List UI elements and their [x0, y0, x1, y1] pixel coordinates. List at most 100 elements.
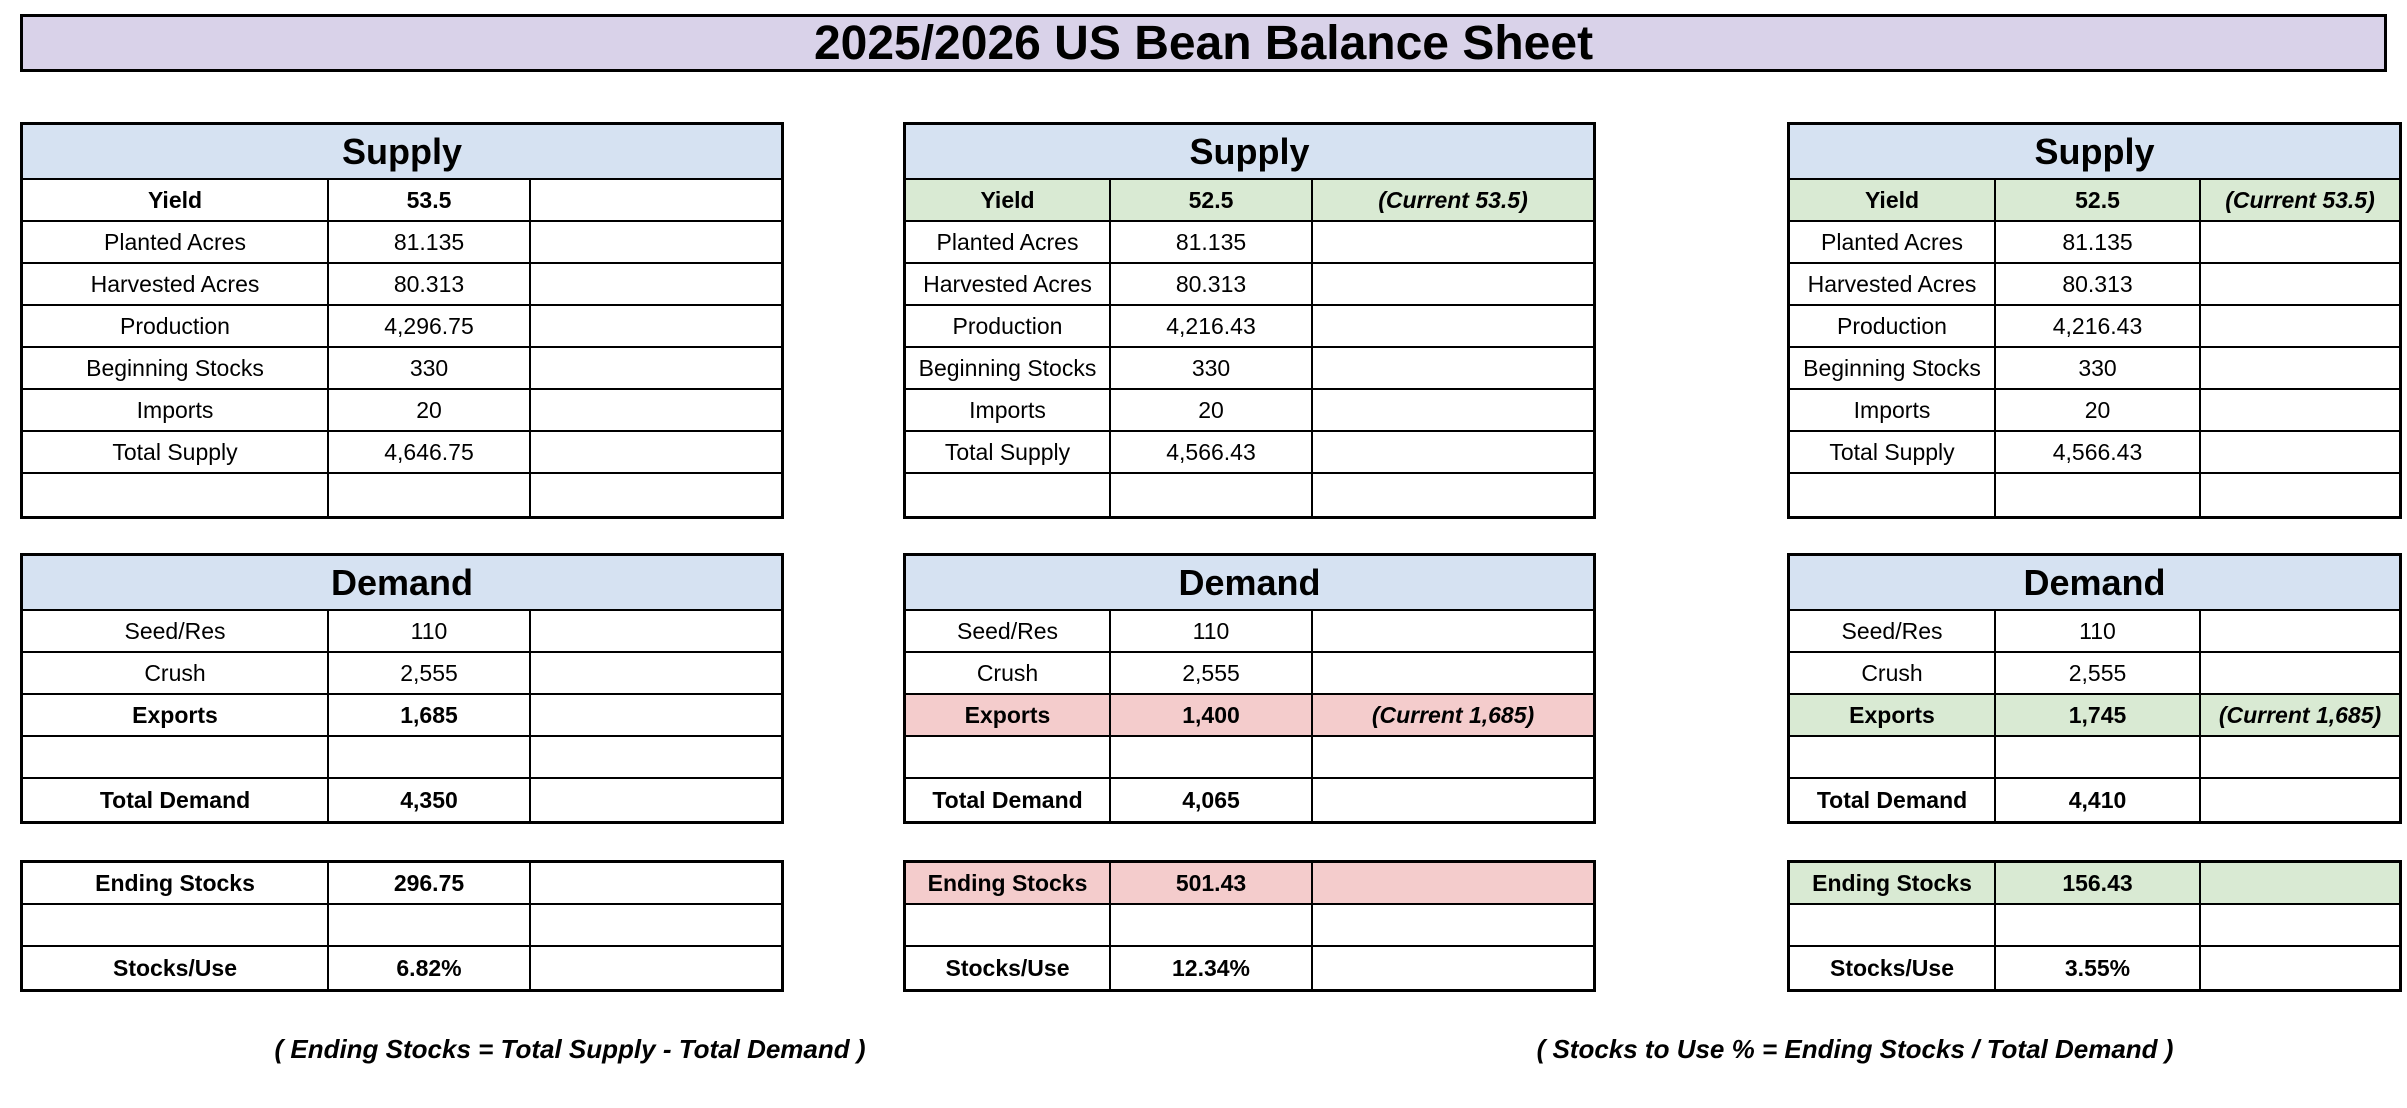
row-note — [1313, 306, 1593, 348]
row-label — [906, 474, 1111, 516]
row-value — [329, 474, 531, 516]
row-value: 110 — [1996, 611, 2201, 653]
row-note — [531, 695, 781, 737]
row-value: 20 — [1996, 390, 2201, 432]
row-note — [1313, 863, 1593, 905]
supply-row-production: Production 4,296.75 — [23, 306, 781, 348]
supply-row-beginning-stocks: Beginning Stocks 330 — [906, 348, 1593, 390]
supply-row-total-supply: Total Supply 4,646.75 — [23, 432, 781, 474]
supply-table-scenario-3: Supply Yield 52.5 (Current 53.5) Planted Acr… — [1787, 122, 2402, 519]
row-value: 1,745 — [1996, 695, 2201, 737]
row-label: Harvested Acres — [23, 264, 329, 306]
demand-row-seed-res: Seed/Res 110 — [1790, 611, 2399, 653]
row-label: Production — [906, 306, 1111, 348]
supply-row-harvested-acres: Harvested Acres 80.313 — [906, 264, 1593, 306]
row-label: Total Demand — [906, 779, 1111, 821]
row-note — [2201, 863, 2399, 905]
row-note — [531, 180, 781, 222]
row-value: 330 — [1996, 348, 2201, 390]
row-label: Total Supply — [23, 432, 329, 474]
supply-row-total-supply: Total Supply 4,566.43 — [1790, 432, 2399, 474]
row-value: 20 — [1111, 390, 1313, 432]
row-value: 110 — [1111, 611, 1313, 653]
supply-row-yield: Yield 52.5 (Current 53.5) — [1790, 180, 2399, 222]
supply-row-planted-acres: Planted Acres 81.135 — [906, 222, 1593, 264]
row-value: 80.313 — [1996, 264, 2201, 306]
row-note — [1313, 222, 1593, 264]
supply-row-empty — [906, 474, 1593, 516]
ending-stocks-table-scenario-2: Ending Stocks 501.43 Stocks/Use 12.34% — [903, 860, 1596, 992]
row-label: Crush — [906, 653, 1111, 695]
row-note — [2201, 390, 2399, 432]
row-value: 81.135 — [1111, 222, 1313, 264]
row-label: Harvested Acres — [1790, 264, 1996, 306]
row-note — [531, 653, 781, 695]
row-note — [531, 432, 781, 474]
row-value: 81.135 — [329, 222, 531, 264]
row-value: 4,410 — [1996, 779, 2201, 821]
row-note — [1313, 779, 1593, 821]
row-label: Beginning Stocks — [906, 348, 1111, 390]
row-value — [329, 905, 531, 947]
demand-row-total-demand: Total Demand 4,410 — [1790, 779, 2399, 821]
row-note: (Current 1,685) — [2201, 695, 2399, 737]
row-label — [906, 905, 1111, 947]
row-value — [1111, 737, 1313, 779]
row-note — [2201, 947, 2399, 989]
row-value: 4,350 — [329, 779, 531, 821]
row-note — [531, 737, 781, 779]
row-note — [2201, 611, 2399, 653]
supply-row-yield: Yield 52.5 (Current 53.5) — [906, 180, 1593, 222]
row-note: (Current 53.5) — [2201, 180, 2399, 222]
row-label: Total Supply — [1790, 432, 1996, 474]
demand-row-exports: Exports 1,400 (Current 1,685) — [906, 695, 1593, 737]
row-value — [1111, 474, 1313, 516]
row-value — [1996, 474, 2201, 516]
supply-row-imports: Imports 20 — [906, 390, 1593, 432]
demand-table-current: Demand Seed/Res 110 Crush 2,555 Exports 1,685 T… — [20, 553, 784, 824]
row-label: Stocks/Use — [23, 947, 329, 989]
row-note — [1313, 264, 1593, 306]
row-value: 80.313 — [1111, 264, 1313, 306]
row-value: 4,216.43 — [1996, 306, 2201, 348]
row-label — [23, 474, 329, 516]
row-note: (Current 1,685) — [1313, 695, 1593, 737]
row-label — [906, 737, 1111, 779]
row-note — [1313, 432, 1593, 474]
stocks-row-ending-stocks: Ending Stocks 156.43 — [1790, 863, 2399, 905]
row-label: Planted Acres — [23, 222, 329, 264]
row-label: Imports — [1790, 390, 1996, 432]
demand-table-scenario-2: Demand Seed/Res 110 Crush 2,555 Exports 1,400(… — [903, 553, 1596, 824]
row-value: 6.82% — [329, 947, 531, 989]
row-label: Crush — [1790, 653, 1996, 695]
row-label: Total Demand — [1790, 779, 1996, 821]
row-value: 12.34% — [1111, 947, 1313, 989]
stocks-row-stocks-use: Stocks/Use 6.82% — [23, 947, 781, 989]
demand-row-empty — [1790, 737, 2399, 779]
supply-row-planted-acres: Planted Acres 81.135 — [1790, 222, 2399, 264]
row-value: 4,065 — [1111, 779, 1313, 821]
supply-section-header: Supply — [906, 125, 1593, 180]
row-note — [1313, 737, 1593, 779]
supply-row-production: Production 4,216.43 — [906, 306, 1593, 348]
stocks-row-stocks-use: Stocks/Use 3.55% — [1790, 947, 2399, 989]
row-label: Harvested Acres — [906, 264, 1111, 306]
supply-row-harvested-acres: Harvested Acres 80.313 — [1790, 264, 2399, 306]
row-value: 80.313 — [329, 264, 531, 306]
stocks-row-empty — [906, 905, 1593, 947]
row-label: Ending Stocks — [1790, 863, 1996, 905]
row-note — [531, 222, 781, 264]
row-note — [1313, 905, 1593, 947]
row-note — [1313, 611, 1593, 653]
row-label: Yield — [906, 180, 1111, 222]
row-note — [2201, 306, 2399, 348]
row-value: 110 — [329, 611, 531, 653]
sheet-title: 2025/2026 US Bean Balance Sheet — [20, 14, 2387, 72]
row-label: Exports — [906, 695, 1111, 737]
row-note — [531, 779, 781, 821]
row-value: 53.5 — [329, 180, 531, 222]
row-label: Total Demand — [23, 779, 329, 821]
row-label: Beginning Stocks — [1790, 348, 1996, 390]
row-note — [531, 264, 781, 306]
